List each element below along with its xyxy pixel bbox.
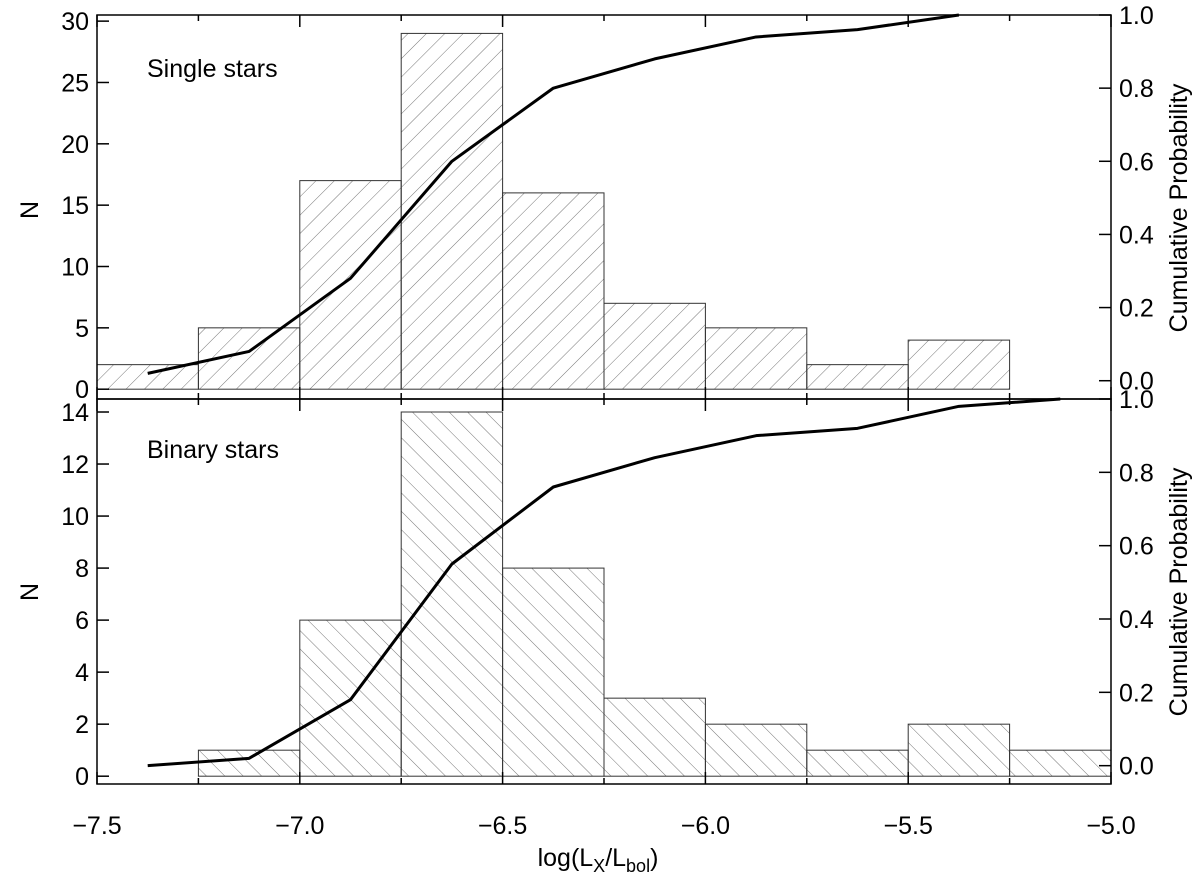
y-tick-label-left: 6 [75, 607, 89, 635]
histogram-bar [299, 180, 402, 390]
y-tick-label-right: 0.6 [1119, 148, 1154, 176]
y-tick-label-left: 25 [61, 69, 89, 97]
y-tick-label-right: 0.8 [1119, 75, 1154, 103]
x-axis-title-sub-bol: bol [626, 856, 650, 876]
y-tick-label-right: 1.0 [1119, 2, 1154, 30]
y-tick-label-left: 2 [75, 711, 89, 739]
cumulative-probability-line [147, 13, 960, 375]
y-axis-title-left-bottom: N [16, 583, 44, 601]
histogram-bar [400, 411, 504, 777]
x-tick-label: −6.5 [478, 812, 527, 840]
y-tick-label-left: 10 [61, 503, 89, 531]
histogram-bar [603, 302, 706, 390]
x-axis-title: log(LX/Lbol) [538, 844, 659, 876]
y-axis-title-right-bottom: Cumulative Probability [1165, 467, 1193, 716]
y-tick-label-right: 0.8 [1119, 459, 1154, 487]
histogram-bar [907, 339, 1011, 390]
x-tick-label: −5.0 [1086, 812, 1135, 840]
panel-label-binary: Binary stars [147, 436, 279, 464]
y-axis-title-left-top: N [16, 201, 44, 219]
y-tick-label-left: 20 [61, 131, 89, 159]
x-axis-title-sub-x: X [593, 856, 605, 876]
x-tick-label: −7.0 [275, 812, 324, 840]
y-tick-label-right: 0.2 [1119, 679, 1154, 707]
y-axis-title-right-top: Cumulative Probability [1165, 83, 1193, 332]
histogram-bar [603, 697, 706, 777]
panel-top: Single stars N Cumulative Probability 0 5… [16, 2, 1193, 404]
panel-bottom: Binary stars N Cumulative Probability 0 2… [16, 386, 1193, 840]
histogram-bar [704, 327, 808, 390]
y-tick-label-right: 0.6 [1119, 533, 1154, 561]
histogram-bar [1009, 749, 1112, 777]
histogram-bar [502, 192, 605, 390]
histogram-bar [704, 723, 808, 777]
histogram-bar [806, 364, 909, 390]
y-tick-label-left: 12 [61, 451, 89, 479]
y-tick-label-left: 15 [61, 192, 89, 220]
y-tick-label-right: 0.4 [1119, 221, 1154, 249]
x-axis-title-prefix: log(L [538, 844, 594, 872]
x-tick-label: −7.5 [72, 812, 121, 840]
histogram-bar [502, 567, 605, 777]
histogram-bar [907, 723, 1011, 777]
y-tick-label-left: 14 [61, 399, 89, 427]
y-tick-label-right: 0.4 [1119, 606, 1154, 634]
y-tick-label-left: 4 [75, 659, 89, 687]
histogram-bar [197, 749, 301, 777]
x-tick-label: −5.5 [884, 812, 933, 840]
y-tick-label-right: 0.2 [1119, 295, 1154, 323]
histogram-bar [96, 364, 199, 390]
x-axis-title-suffix: ) [650, 844, 658, 872]
histogram-bar [806, 749, 909, 777]
y-tick-label-left: 8 [75, 555, 89, 583]
x-axis-title-mid: /L [605, 844, 626, 872]
y-tick-label-left: 0 [75, 376, 89, 404]
histogram-bar [400, 32, 504, 390]
y-tick-label-right: 0.0 [1119, 753, 1154, 781]
y-tick-label-right: 0.0 [1119, 368, 1154, 396]
y-tick-label-left: 5 [75, 315, 89, 343]
y-tick-label-left: 0 [75, 763, 89, 791]
x-tick-label: −6.0 [681, 812, 730, 840]
y-tick-label-left: 10 [61, 254, 89, 282]
y-tick-label-right: 1.0 [1119, 386, 1154, 414]
panel-label-single: Single stars [147, 55, 278, 83]
cumulative-probability-line [147, 397, 1061, 768]
y-tick-label-left: 30 [61, 8, 89, 36]
